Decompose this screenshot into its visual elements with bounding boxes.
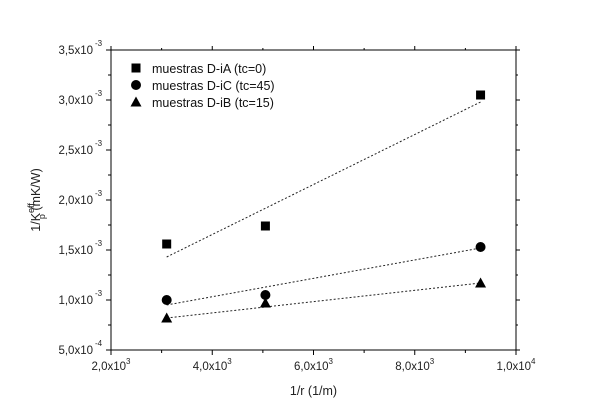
data-point-triangle [259,297,271,308]
axes-layer: 2,0x103 4,0x103 6,0x103 8,0x103 1,0x1045,0x1… [58,39,536,373]
y-axis-title: 1/Keffp (mK/W) [26,168,47,231]
y-tick-mantissa: 3,5x10 [58,45,93,57]
x-tick-label: 4,0x103 [193,357,233,373]
y-tick-exponent: -3 [95,239,103,248]
data-point-triangle [161,312,173,323]
y-tick-label: 5,0x10 [58,345,93,357]
data-markers [161,90,487,323]
y-tick-label: 2,0x10 [58,195,93,207]
y-tick-mantissa: 3,0x10 [58,95,93,107]
x-tick-exponent: 3 [126,357,131,366]
y-tick-exponent: -3 [95,289,103,298]
data-point-triangle [475,277,487,288]
legend-marker-square [131,63,141,73]
y-tick-exponent: -3 [95,189,103,198]
data-point-square [162,239,172,249]
y-tick-mantissa: 1,5x10 [58,245,93,257]
x-tick-mantissa: 8,0x10 [395,361,430,373]
plot-frame [110,49,517,351]
x-tick-label: 2,0x103 [92,357,132,373]
x-axis-title: 1/r (1/m) [290,384,337,398]
data-point-square [260,221,270,231]
y-tick-mantissa: 1,0x10 [58,295,93,307]
y-tick-label: 2,5x10 [58,145,93,157]
y-tick-label: 3,0x10 [58,95,93,107]
x-tick-mantissa: 4,0x10 [193,361,228,373]
legend-label: muestras D-iC (tc=45) [152,79,275,93]
x-tick-exponent: 4 [531,357,536,366]
data-point-circle [260,290,271,300]
y-axis-title-sub: p [37,214,47,219]
legend: muestras D-iA (tc=0) muestras D-iC (tc=45… [130,62,275,110]
x-tick-exponent: 3 [227,357,232,366]
legend-label: muestras D-iA (tc=0) [152,62,266,76]
y-axis-title-base: 1/K [29,212,43,231]
y-tick-label: 1,5x10 [58,245,93,257]
y-axis-title-units: (mK/W) [29,168,43,214]
x-tick-exponent: 3 [430,357,435,366]
fit-lines [166,101,481,319]
x-tick-exponent: 3 [329,357,334,366]
y-axis-title-sup: eff [26,203,36,213]
x-tick-label: 6,0x103 [294,357,334,373]
fit-line-circle [166,247,481,306]
fit-line-square [166,101,481,258]
y-tick-label: 1,0x10 [58,295,93,307]
x-tick-label: 1,0x104 [497,357,537,373]
x-tick-mantissa: 6,0x10 [294,361,329,373]
x-tick-mantissa: 2,0x10 [92,361,127,373]
data-point-circle [161,295,172,305]
legend-marker-circle [131,80,141,90]
y-tick-exponent: -4 [95,339,103,348]
y-tick-exponent: -3 [95,89,103,98]
y-tick-exponent: -3 [95,139,103,148]
data-point-circle [475,242,486,252]
data-point-square [476,90,486,100]
legend-label: muestras D-iB (tc=15) [152,96,274,110]
y-tick-mantissa: 2,0x10 [58,195,93,207]
legend-marker-triangle [130,96,142,107]
x-tick-label: 8,0x103 [395,357,435,373]
y-tick-mantissa: 5,0x10 [58,345,93,357]
y-tick-label: 3,5x10 [58,45,93,57]
fit-line-triangle [166,282,481,319]
y-tick-exponent: -3 [95,39,103,48]
y-tick-mantissa: 2,5x10 [58,145,93,157]
x-tick-mantissa: 1,0x10 [497,361,532,373]
